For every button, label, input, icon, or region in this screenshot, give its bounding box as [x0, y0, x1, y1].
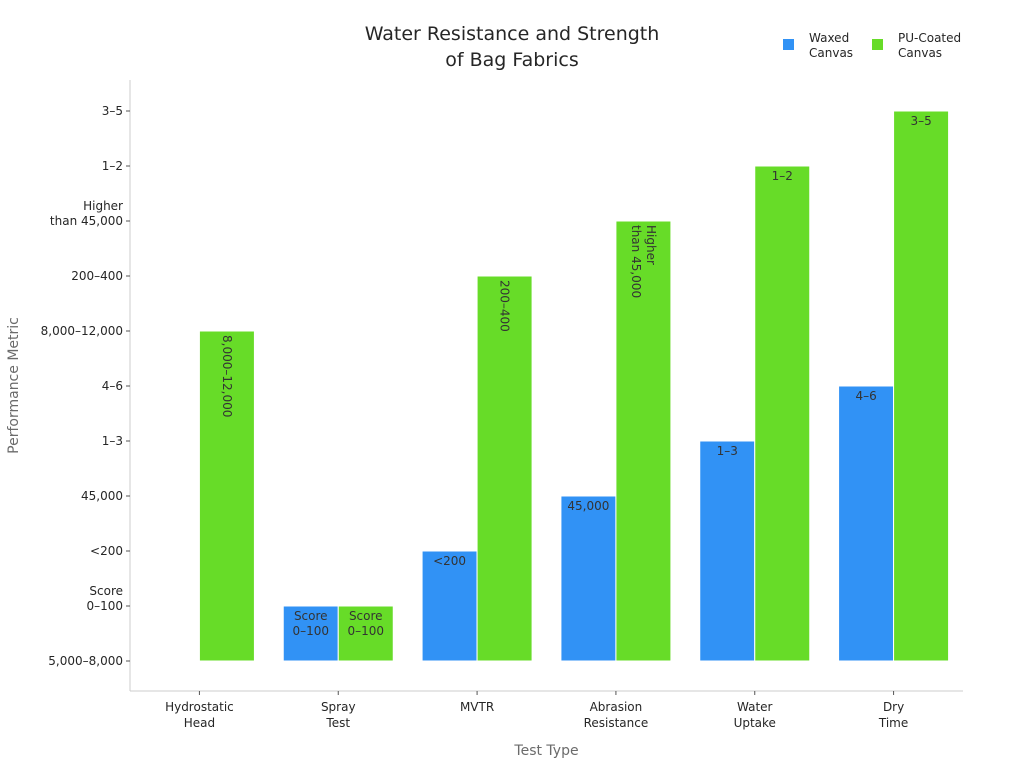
- bar: [615, 220, 672, 662]
- bar-label: Score 0–100: [292, 609, 329, 638]
- y-tick-label: 4–6: [102, 379, 123, 393]
- bar-label: 45,000: [567, 499, 609, 513]
- bar-label: 200–400: [498, 280, 512, 332]
- y-tick-label: <200: [90, 544, 123, 558]
- legend-swatch: [783, 39, 794, 50]
- bar-label: 3–5: [910, 114, 931, 128]
- x-tick-label: Abrasion Resistance: [584, 700, 649, 730]
- y-tick-label: 45,000: [81, 489, 123, 503]
- bar: [838, 385, 895, 662]
- bar: [699, 440, 756, 662]
- y-tick-label: 200–400: [71, 269, 123, 283]
- bar: [754, 165, 811, 662]
- legend-label: Waxed Canvas: [809, 31, 853, 60]
- y-tick-label: 1–2: [102, 159, 123, 173]
- bar-label: <200: [433, 554, 466, 568]
- y-tick-label: 8,000–12,000: [41, 324, 123, 338]
- bar: [421, 550, 478, 662]
- bar: [560, 495, 617, 662]
- bar-label: Higherthan 45,000: [629, 225, 658, 298]
- y-tick-label: Higher than 45,000: [50, 199, 123, 228]
- bar: [893, 110, 950, 662]
- bar-label: 8,000–12,000: [220, 335, 234, 417]
- x-tick-label: Spray Test: [321, 700, 356, 730]
- legend-label: PU-Coated Canvas: [898, 31, 961, 60]
- bar-label: 1–3: [717, 444, 738, 458]
- y-tick-label: 3–5: [102, 104, 123, 118]
- x-tick-label: Water Uptake: [734, 700, 776, 730]
- y-tick-label: 1–3: [102, 434, 123, 448]
- y-tick-label: 5,000–8,000: [48, 654, 123, 668]
- x-tick-label: Dry Time: [878, 700, 908, 730]
- chart-title: Water Resistance and Strength of Bag Fabr…: [365, 23, 660, 71]
- bar-label: Score 0–100: [347, 609, 384, 638]
- bar: [476, 275, 533, 662]
- x-tick-label: MVTR: [460, 700, 494, 714]
- legend-swatch: [872, 39, 883, 50]
- bar-label: 4–6: [855, 389, 876, 403]
- bar: [337, 605, 394, 662]
- x-axis-title: Test Type: [513, 743, 578, 759]
- x-tick-label: Hydrostatic Head: [165, 700, 234, 730]
- y-axis-title: Performance Metric: [6, 317, 22, 454]
- bar: [282, 605, 339, 662]
- bar: [198, 330, 255, 662]
- y-tick-label: Score 0–100: [86, 584, 123, 613]
- bar-label: 1–2: [772, 169, 793, 183]
